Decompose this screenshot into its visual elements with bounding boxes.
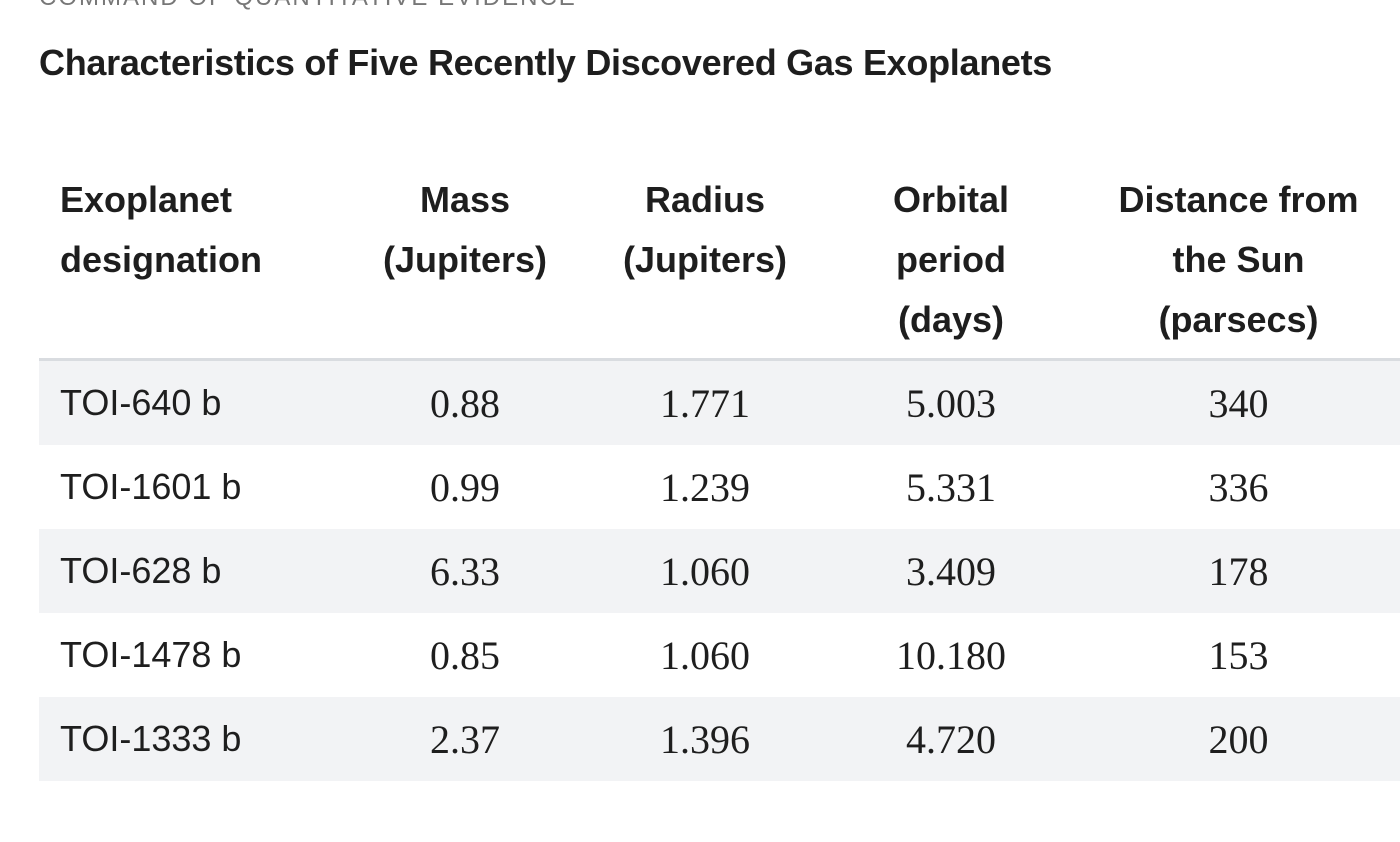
planet-name: TOI-1333 b bbox=[60, 718, 242, 759]
cell-value: 4.720 bbox=[906, 716, 996, 762]
cell-value: 2.37 bbox=[430, 716, 500, 762]
header-line: (Jupiters) bbox=[622, 239, 788, 280]
planet-name: TOI-640 b bbox=[60, 382, 222, 423]
cell-value: 340 bbox=[1208, 380, 1269, 426]
column-header: Orbital period (days) bbox=[825, 170, 1077, 361]
cell-value: 336 bbox=[1208, 464, 1269, 510]
data-table: Exoplanet designation Mass (Jupiters) Radius… bbox=[39, 170, 1400, 781]
table-title: Characteristics of Five Recently Discove… bbox=[39, 42, 1053, 83]
cell-value: 10.180 bbox=[896, 632, 1006, 678]
header-row: Exoplanet designation Mass (Jupiters) Radius… bbox=[39, 170, 1400, 361]
header-line: Orbital bbox=[892, 179, 1009, 220]
column-header: Radius (Jupiters) bbox=[585, 170, 825, 361]
planet-name: TOI-628 b bbox=[60, 550, 222, 591]
header-line: (days) bbox=[897, 299, 1005, 340]
planet-name: TOI-1601 b bbox=[60, 466, 242, 507]
header-line: Radius bbox=[644, 179, 766, 220]
planet-name: TOI-1478 b bbox=[60, 634, 242, 675]
cell-value: 1.060 bbox=[660, 548, 750, 594]
cell-value: 0.85 bbox=[430, 632, 500, 678]
column-header: Mass (Jupiters) bbox=[345, 170, 585, 361]
table-row: TOI-1333 b 2.37 1.396 4.720 200 bbox=[39, 697, 1400, 781]
column-header: Distance from the Sun (parsecs) bbox=[1077, 170, 1400, 361]
header-line: designation bbox=[60, 239, 263, 280]
cell-value: 1.396 bbox=[660, 716, 750, 762]
header-line: period bbox=[895, 239, 1006, 280]
column-header: Exoplanet designation bbox=[39, 170, 345, 361]
header-line: (Jupiters) bbox=[382, 239, 548, 280]
table-row: TOI-1478 b 0.85 1.060 10.180 153 bbox=[39, 613, 1400, 697]
header-line: Distance from bbox=[1118, 179, 1359, 220]
cell-value: 200 bbox=[1208, 716, 1269, 762]
cell-value: 6.33 bbox=[430, 548, 500, 594]
table-row: TOI-628 b 6.33 1.060 3.409 178 bbox=[39, 529, 1400, 613]
cell-value: 0.88 bbox=[430, 380, 500, 426]
cell-value: 153 bbox=[1208, 632, 1269, 678]
header-line: (parsecs) bbox=[1158, 299, 1319, 340]
table-row: TOI-1601 b 0.99 1.239 5.331 336 bbox=[39, 445, 1400, 529]
cell-value: 5.003 bbox=[906, 380, 996, 426]
table-row: TOI-640 b 0.88 1.771 5.003 340 bbox=[39, 359, 1400, 445]
header-line: Exoplanet bbox=[60, 179, 233, 220]
cell-value: 1.771 bbox=[660, 380, 750, 426]
cell-value: 178 bbox=[1208, 548, 1269, 594]
cell-value: 3.409 bbox=[906, 548, 996, 594]
cell-value: 0.99 bbox=[430, 464, 500, 510]
section-label: COMMAND OF QUANTITATIVE EVIDENCE bbox=[39, 0, 577, 12]
cell-value: 1.239 bbox=[660, 464, 750, 510]
cell-value: 1.060 bbox=[660, 632, 750, 678]
table-body: TOI-640 b 0.88 1.771 5.003 340 TOI-1601 b 0.99… bbox=[39, 359, 1400, 781]
cell-value: 5.331 bbox=[906, 464, 996, 510]
header-line: the Sun bbox=[1172, 239, 1305, 280]
header-line: Mass bbox=[419, 179, 511, 220]
